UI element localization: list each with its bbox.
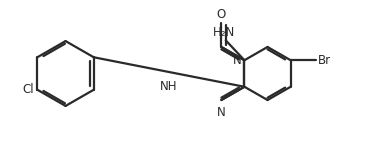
Text: N: N — [217, 106, 226, 119]
Text: O: O — [217, 8, 226, 21]
Text: H₂N: H₂N — [213, 26, 235, 39]
Text: Cl: Cl — [23, 83, 34, 96]
Text: Br: Br — [318, 54, 331, 67]
Text: NH: NH — [160, 80, 178, 93]
Text: N: N — [233, 54, 241, 67]
